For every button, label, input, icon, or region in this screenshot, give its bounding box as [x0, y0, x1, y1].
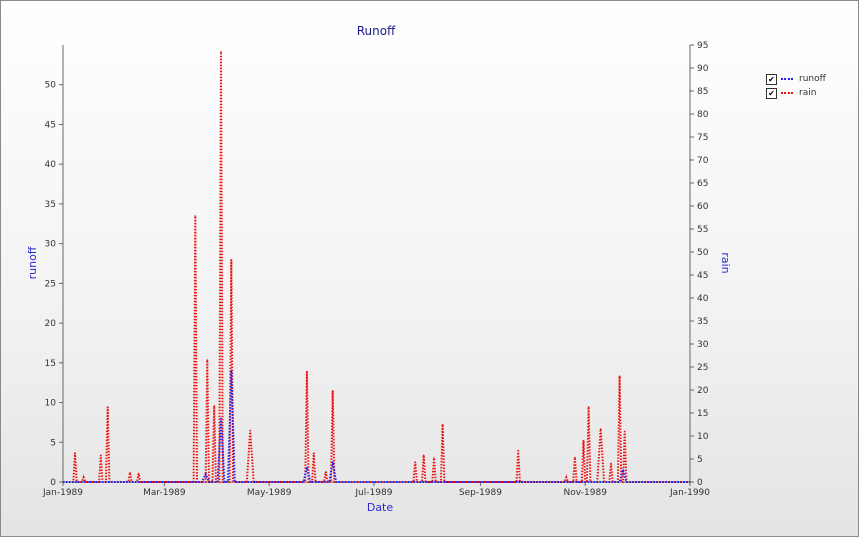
data-point-rain	[517, 449, 519, 452]
x-tick-label: Sep-1989	[459, 488, 502, 498]
data-point-rain	[414, 461, 417, 464]
data-point-runoff	[331, 461, 334, 463]
y2-tick-label: 20	[697, 386, 709, 396]
data-point-rain	[82, 476, 85, 479]
data-point-rain	[599, 428, 602, 430]
y-tick-label: 30	[45, 240, 57, 250]
y-tick-label: 50	[45, 81, 57, 91]
x-tick-label: Jul-1989	[354, 488, 392, 498]
x-tick-label: May-1989	[247, 488, 292, 498]
series-line-runoff	[63, 370, 690, 483]
y-tick-label: 0	[50, 478, 56, 488]
data-point-rain	[129, 472, 131, 474]
data-point-rain	[230, 259, 233, 261]
data-point-rain	[441, 423, 444, 426]
data-point-rain	[249, 429, 251, 432]
y-tick-label: 20	[45, 319, 57, 329]
chart-title: Runoff	[357, 24, 396, 38]
data-point-rain	[106, 406, 109, 408]
y2-tick-label: 50	[697, 248, 709, 258]
data-point-rain	[433, 457, 435, 459]
y2-tick-label: 65	[697, 179, 708, 189]
data-point-runoff	[306, 466, 308, 469]
data-point-rain	[582, 439, 585, 442]
data-point-rain	[220, 51, 222, 53]
legend-swatch-rain	[781, 92, 793, 94]
y-tick-label: 15	[45, 359, 56, 369]
x-tick-label: Mar-1989	[143, 488, 186, 498]
legend-item-rain[interactable]: ✔ rain	[766, 86, 826, 100]
y2-tick-label: 5	[697, 455, 703, 465]
data-point-rain	[565, 476, 568, 479]
y2-tick-label: 35	[697, 317, 708, 327]
data-point-runoff	[622, 469, 624, 471]
y2-tick-label: 55	[697, 225, 708, 235]
y2-tick-label: 0	[697, 478, 703, 488]
series-line-rain	[63, 51, 690, 483]
data-point-rain	[194, 215, 197, 217]
y2-tick-label: 60	[697, 202, 709, 212]
y-tick-label: 5	[50, 438, 56, 448]
data-point-rain	[306, 370, 308, 373]
data-point-rain	[422, 454, 425, 457]
legend-checkbox-runoff[interactable]: ✔	[766, 73, 777, 85]
y-tick-label: 25	[45, 279, 56, 289]
axes: 0 5 10 15 20 25 30 35 40 45 50 0 5 10 15 20 25 30 35 40 45 50…	[42, 41, 710, 498]
y2-tick-label: 75	[697, 133, 708, 143]
y2-axis-label: rain	[719, 252, 732, 273]
y2-tick-label: 15	[697, 409, 708, 419]
y2-tick-label: 45	[697, 271, 708, 281]
data-point-runoff	[230, 370, 233, 372]
y2-tick-label: 90	[697, 64, 709, 74]
data-point-rain	[325, 471, 327, 473]
data-point-rain	[623, 430, 626, 433]
legend-label-rain: rain	[799, 88, 817, 98]
y2-tick-label: 25	[697, 363, 708, 373]
x-axis-label: Date	[367, 501, 394, 514]
y2-tick-label: 85	[697, 87, 708, 97]
x-tick-label: Jan-1989	[42, 488, 83, 498]
y-axis-label: runoff	[26, 246, 39, 279]
legend: ✔ runoff ✔ rain	[766, 72, 826, 100]
data-point-rain	[74, 452, 76, 454]
data-point-runoff	[204, 473, 207, 475]
y2-tick-label: 70	[697, 156, 709, 166]
legend-swatch-runoff	[781, 78, 793, 80]
data-point-rain	[618, 375, 621, 378]
y-tick-label: 35	[45, 200, 56, 210]
legend-item-runoff[interactable]: ✔ runoff	[766, 72, 826, 86]
y-tick-label: 40	[45, 160, 57, 170]
y2-tick-label: 80	[697, 110, 709, 120]
data-point-rain	[587, 406, 590, 408]
x-tick-label: Nov-1989	[563, 488, 607, 498]
legend-label-runoff: runoff	[799, 74, 826, 84]
y2-tick-label: 10	[697, 432, 709, 442]
data-point-rain	[206, 359, 209, 361]
y2-tick-label: 95	[697, 41, 708, 51]
data-point-rain	[331, 390, 334, 392]
data-point-runoff	[220, 417, 222, 420]
data-point-rain	[213, 405, 215, 407]
data-point-rain	[610, 462, 612, 465]
data-point-rain	[574, 456, 576, 459]
data-point-rain	[100, 454, 102, 457]
y2-tick-label: 30	[697, 340, 709, 350]
data-point-rain	[313, 452, 315, 454]
series-layer	[63, 51, 690, 483]
y2-tick-label: 40	[697, 294, 709, 304]
data-point-rain	[137, 472, 140, 475]
y-tick-label: 10	[45, 399, 57, 409]
x-tick-label: Jan-1990	[669, 488, 710, 498]
legend-checkbox-rain[interactable]: ✔	[766, 87, 777, 99]
y-tick-label: 45	[45, 120, 56, 130]
